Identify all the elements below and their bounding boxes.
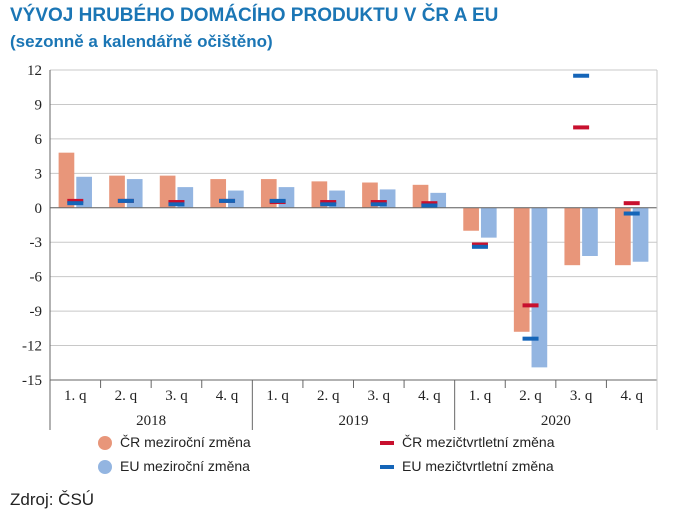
year-label: 2019	[339, 413, 369, 429]
legend-eu-qoq-swatch	[380, 465, 394, 470]
marker-cz-qoq	[320, 200, 337, 205]
y-tick-label: 3	[35, 166, 43, 182]
x-tick-label: 3. q	[165, 388, 188, 404]
bar-eu-yoy	[480, 207, 497, 238]
bar-cz-yoy	[513, 207, 530, 332]
legend-cz-yoy: ČR meziroční změna	[98, 432, 251, 452]
bar-cz-yoy	[58, 152, 75, 208]
legend-cz-qoq: ČR mezičtvrtletní změna	[380, 432, 554, 452]
x-tick-label: 2. q	[115, 388, 138, 404]
legend-cz-yoy-swatch	[98, 436, 112, 451]
x-tick-label: 1. q	[266, 388, 289, 404]
legend-eu-qoq: EU mezičtvrtletní změna	[380, 456, 554, 476]
marker-cz-qoq	[573, 125, 590, 130]
y-tick-label: 9	[35, 97, 43, 113]
x-tick-label: 4. q	[418, 388, 441, 404]
marker-cz-qoq	[522, 303, 539, 308]
marker-eu-qoq	[219, 198, 236, 203]
legend-eu-qoq-label: EU mezičtvrtletní změna	[402, 458, 554, 474]
marker-eu-qoq	[471, 244, 488, 249]
bar-eu-yoy	[582, 207, 598, 256]
marker-cz-qoq	[67, 198, 84, 203]
chart-title: VÝVOJ HRUBÉHO DOMÁCÍHO PRODUKTU V ČR A E…	[10, 5, 499, 26]
year-label: 2018	[136, 413, 166, 429]
y-tick-label: -3	[30, 235, 43, 251]
marker-eu-qoq	[623, 211, 640, 216]
y-tick-label: -12	[22, 339, 42, 355]
y-tick-label: 0	[35, 201, 43, 217]
legend-eu-yoy: EU meziroční změna	[98, 456, 250, 476]
bar-cz-yoy	[210, 179, 227, 208]
legend-eu-yoy-swatch	[98, 460, 112, 475]
y-tick-label: -15	[22, 373, 42, 389]
legend-eu-yoy-label: EU meziroční změna	[120, 458, 250, 474]
x-tick-label: 2. q	[317, 388, 340, 404]
x-tick-label: 1. q	[469, 388, 492, 404]
y-tick-label: 6	[35, 132, 43, 148]
marker-eu-qoq	[320, 202, 337, 207]
marker-cz-qoq	[168, 200, 185, 205]
source-note: Zdroj: ČSÚ	[10, 490, 95, 509]
legend-cz-qoq-label: ČR mezičtvrtletní změna	[402, 434, 555, 450]
marker-eu-qoq	[168, 202, 185, 207]
marker-eu-qoq	[370, 202, 387, 207]
bar-eu-yoy	[632, 207, 649, 262]
marker-cz-qoq	[623, 201, 640, 206]
x-tick-label: 1. q	[64, 388, 87, 404]
bar-cz-yoy	[109, 175, 125, 208]
year-label: 2020	[541, 413, 571, 429]
y-tick-label: -6	[30, 270, 43, 286]
marker-eu-qoq	[269, 198, 286, 203]
marker-eu-qoq	[67, 201, 84, 206]
marker-cz-qoq	[471, 242, 488, 247]
y-tick-label: 12	[27, 63, 42, 79]
marker-eu-qoq	[117, 198, 134, 203]
legend-cz-yoy-label: ČR meziroční změna	[120, 434, 251, 450]
bar-cz-yoy	[463, 207, 479, 231]
bar-eu-yoy	[126, 179, 143, 208]
marker-eu-qoq	[573, 73, 590, 78]
x-tick-label: 3. q	[570, 388, 593, 404]
bar-eu-yoy	[228, 190, 244, 208]
legend-cz-qoq-swatch	[380, 441, 394, 446]
chart-subtitle: (sezonně a kalendářně očištěno)	[10, 32, 273, 51]
x-tick-label: 4. q	[216, 388, 239, 404]
marker-cz-qoq	[370, 200, 387, 205]
gdp-chart: 12 9 6 3 0 -3 -6 -9 -12 -15 1. q 2. q 3. q 4. q 1. q 2.…	[22, 63, 658, 430]
marker-eu-qoq	[522, 336, 539, 341]
bar-eu-yoy	[531, 207, 548, 368]
marker-cz-qoq	[421, 201, 438, 206]
x-tick-label: 4. q	[620, 388, 643, 404]
x-tick-label: 3. q	[368, 388, 391, 404]
marker-eu-qoq	[421, 203, 438, 208]
bar-eu-yoy	[278, 187, 295, 208]
x-tick-label: 2. q	[519, 388, 542, 404]
bar-cz-yoy	[564, 207, 581, 266]
y-tick-label: -9	[30, 304, 43, 320]
bar-cz-yoy	[615, 207, 631, 266]
bar-cz-yoy	[159, 175, 176, 208]
